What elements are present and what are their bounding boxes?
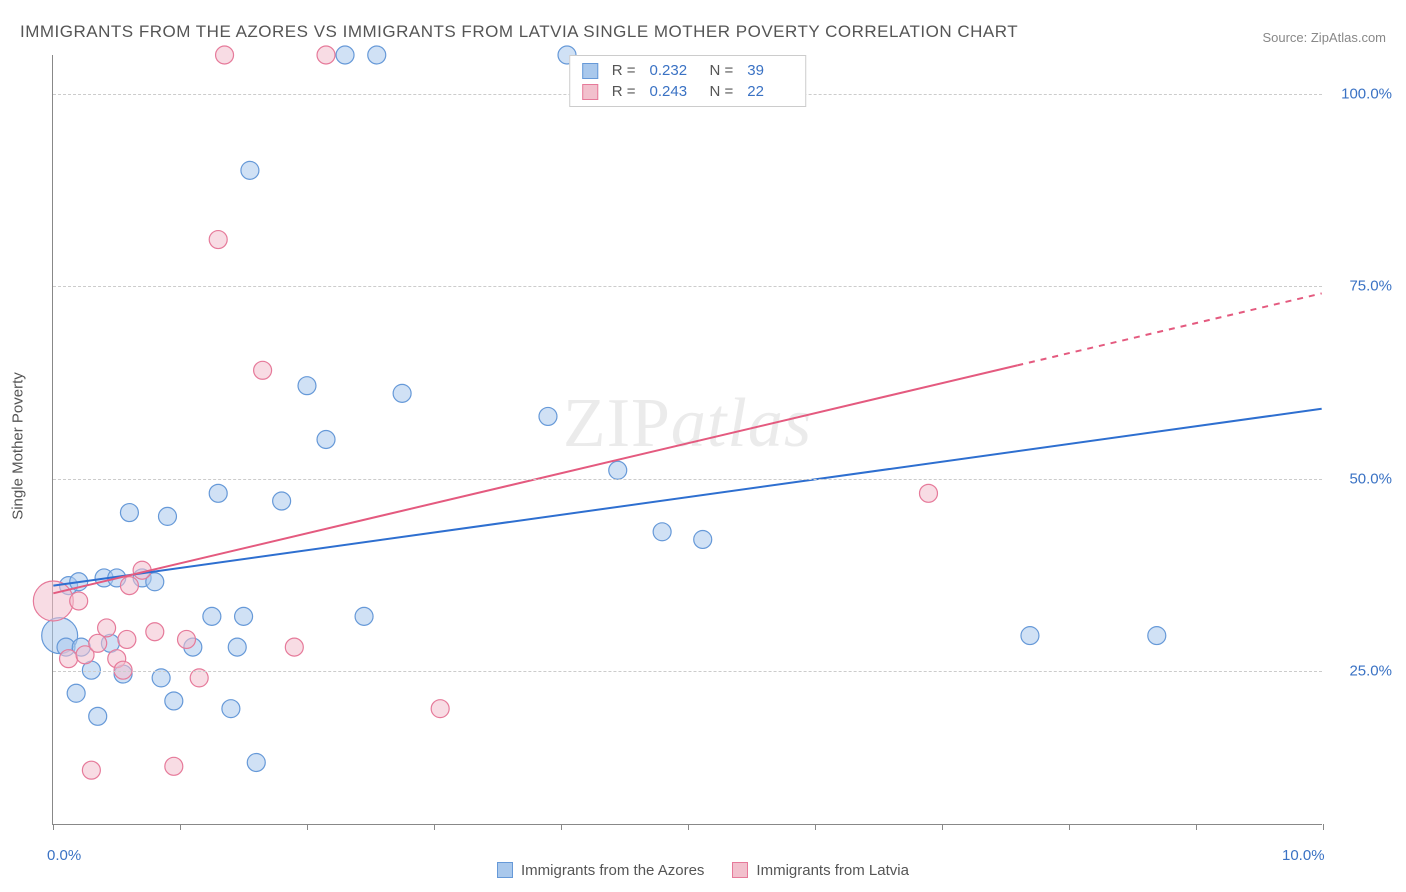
data-point xyxy=(653,523,671,541)
data-point xyxy=(539,407,557,425)
chart-title: IMMIGRANTS FROM THE AZORES VS IMMIGRANTS… xyxy=(20,22,1018,42)
data-point xyxy=(178,630,196,648)
x-tick-mark xyxy=(434,824,435,830)
data-point xyxy=(919,484,937,502)
legend-stat-row: R = 0.232 N = 39 xyxy=(582,60,794,81)
data-point xyxy=(241,161,259,179)
data-point xyxy=(67,684,85,702)
x-tick-mark xyxy=(1196,824,1197,830)
x-tick-mark xyxy=(942,824,943,830)
data-point xyxy=(1021,627,1039,645)
data-point xyxy=(368,46,386,64)
x-tick-mark xyxy=(1323,824,1324,830)
data-point xyxy=(70,592,88,610)
legend-series-label: Immigrants from the Azores xyxy=(521,862,704,879)
plot-area: ZIPatlas R =0.232N =39R =0.243N =22 25.0… xyxy=(52,55,1322,825)
data-point xyxy=(298,377,316,395)
legend-swatch xyxy=(582,63,598,79)
scatter-plot-svg xyxy=(53,55,1322,824)
data-point xyxy=(336,46,354,64)
data-point xyxy=(33,581,73,621)
r-label: R = xyxy=(612,62,636,79)
n-value: 22 xyxy=(747,83,793,100)
data-point xyxy=(609,461,627,479)
data-point xyxy=(146,623,164,641)
gridline-h xyxy=(53,479,1322,480)
x-tick-mark xyxy=(561,824,562,830)
data-point xyxy=(317,431,335,449)
data-point xyxy=(235,607,253,625)
x-tick-mark xyxy=(53,824,54,830)
data-point xyxy=(120,577,138,595)
x-axis-max-label: 10.0% xyxy=(1282,847,1325,864)
n-label: N = xyxy=(710,62,734,79)
data-point xyxy=(273,492,291,510)
r-value: 0.243 xyxy=(650,83,696,100)
data-point xyxy=(254,361,272,379)
data-point xyxy=(209,231,227,249)
data-point xyxy=(89,707,107,725)
data-point xyxy=(98,619,116,637)
x-tick-mark xyxy=(688,824,689,830)
n-value: 39 xyxy=(747,62,793,79)
y-tick-label: 50.0% xyxy=(1349,470,1392,487)
y-tick-label: 25.0% xyxy=(1349,663,1392,680)
n-label: N = xyxy=(710,83,734,100)
data-point xyxy=(203,607,221,625)
data-point xyxy=(60,650,78,668)
legend-series-item: Immigrants from the Azores xyxy=(497,862,704,879)
y-tick-label: 100.0% xyxy=(1341,85,1392,102)
data-point xyxy=(82,761,100,779)
data-point xyxy=(158,507,176,525)
x-tick-mark xyxy=(815,824,816,830)
r-label: R = xyxy=(612,83,636,100)
legend-swatch xyxy=(732,862,748,878)
data-point xyxy=(1148,627,1166,645)
data-point xyxy=(228,638,246,656)
trend-line-dashed xyxy=(1017,293,1321,365)
legend-swatch xyxy=(582,84,598,100)
data-point xyxy=(317,46,335,64)
source-attribution: Source: ZipAtlas.com xyxy=(1262,30,1386,45)
correlation-legend: R = 0.232 N = 39 R = 0.243 N = 22 xyxy=(569,55,807,107)
trend-line xyxy=(53,409,1321,586)
x-tick-mark xyxy=(180,824,181,830)
data-point xyxy=(165,692,183,710)
legend-series-item: Immigrants from Latvia xyxy=(732,862,909,879)
data-point xyxy=(431,700,449,718)
data-point xyxy=(222,700,240,718)
r-value: 0.232 xyxy=(650,62,696,79)
data-point xyxy=(694,530,712,548)
y-tick-label: 75.0% xyxy=(1349,278,1392,295)
y-axis-label: Single Mother Poverty xyxy=(10,372,27,520)
legend-series-label: Immigrants from Latvia xyxy=(756,862,909,879)
legend-swatch xyxy=(497,862,513,878)
x-tick-mark xyxy=(1069,824,1070,830)
data-point xyxy=(355,607,373,625)
data-point xyxy=(247,753,265,771)
data-point xyxy=(216,46,234,64)
gridline-h xyxy=(53,286,1322,287)
data-point xyxy=(209,484,227,502)
data-point xyxy=(285,638,303,656)
x-axis-min-label: 0.0% xyxy=(47,847,81,864)
data-point xyxy=(393,384,411,402)
legend-stat-row: R = 0.243 N = 22 xyxy=(582,81,794,102)
data-point xyxy=(165,757,183,775)
gridline-h xyxy=(53,671,1322,672)
x-tick-mark xyxy=(307,824,308,830)
data-point xyxy=(118,630,136,648)
data-point xyxy=(120,504,138,522)
series-legend: Immigrants from the Azores Immigrants fro… xyxy=(0,862,1406,883)
